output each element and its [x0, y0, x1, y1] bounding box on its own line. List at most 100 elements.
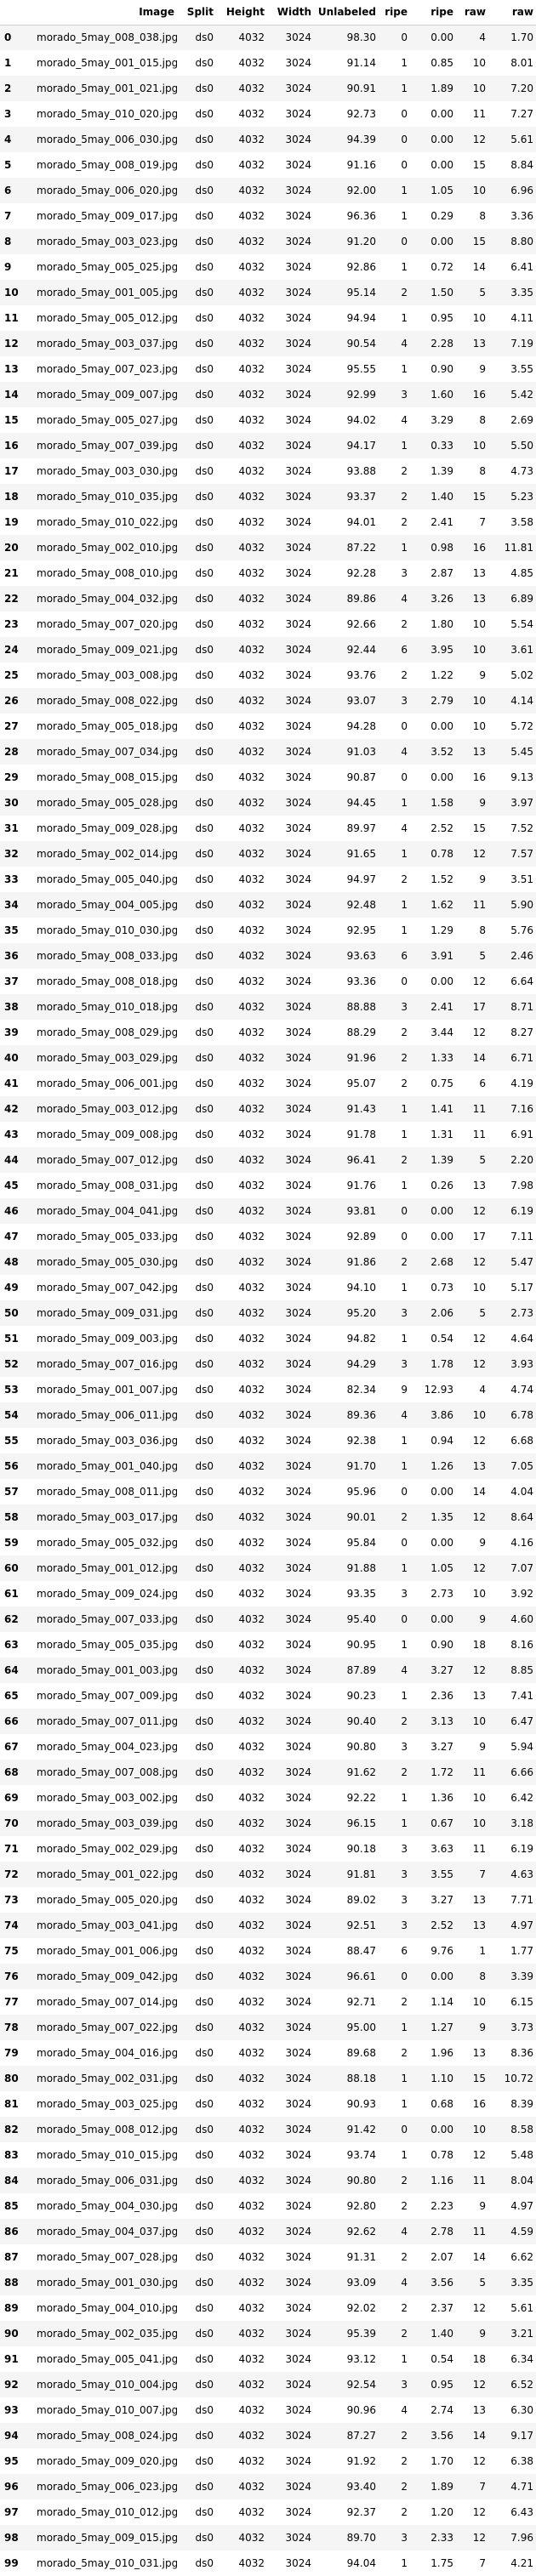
table-row: 40 morado_5may_003_029.jpg ds0 4032 3024 91.9… — [0, 1045, 536, 1071]
raw-count-cell: 14 — [472, 2251, 486, 2263]
unlabeled-cell: 91.31 — [346, 2251, 376, 2263]
unlabeled-cell: 94.97 — [346, 873, 376, 885]
split-cell: ds0 — [195, 1333, 214, 1345]
unlabeled-cell: 91.81 — [346, 1868, 376, 1880]
row-index: 52 — [4, 1358, 19, 1370]
ripe-count-cell: 2 — [401, 1026, 408, 1038]
raw-percent-cell: 5.47 — [510, 1256, 533, 1268]
width-cell: 3024 — [285, 31, 311, 44]
raw-percent-cell: 5.23 — [510, 491, 533, 503]
raw-count-cell: 11 — [472, 1843, 486, 1855]
raw-count-cell: 12 — [472, 2302, 486, 2314]
ripe-percent-cell: 0.00 — [431, 975, 453, 987]
height-cell: 4032 — [238, 1307, 265, 1319]
unlabeled-cell: 95.14 — [346, 287, 376, 299]
height-cell: 4032 — [238, 1511, 265, 1523]
ripe-percent-cell: 0.78 — [431, 848, 453, 860]
row-index: 37 — [4, 975, 19, 987]
table-row: 54 morado_5may_006_011.jpg ds0 4032 3024 89.3… — [0, 1402, 536, 1428]
unlabeled-cell: 92.62 — [346, 2226, 376, 2238]
height-header: Height — [216, 0, 267, 26]
raw-count-cell: 12 — [472, 2532, 486, 2544]
split-cell: ds0 — [195, 491, 214, 503]
image-cell: morado_5may_007_009.jpg — [37, 1690, 177, 1702]
raw-percent-cell: 3.36 — [510, 210, 533, 222]
split-cell: ds0 — [195, 2022, 214, 2033]
raw-percent-cell: 7.96 — [510, 2532, 533, 2544]
raw-count-cell: 9 — [479, 2200, 486, 2212]
image-cell: morado_5may_001_040.jpg — [37, 1460, 177, 1472]
raw-count-cell: 18 — [472, 2353, 486, 2365]
unlabeled-cell: 91.88 — [346, 1562, 376, 1574]
height-cell: 4032 — [238, 1001, 265, 1013]
width-cell: 3024 — [285, 1613, 311, 1625]
height-cell: 4032 — [238, 1945, 265, 1957]
raw-percent-cell: 5.61 — [510, 134, 533, 145]
image-cell: morado_5may_006_020.jpg — [37, 185, 177, 196]
ripe-percent-cell: 3.56 — [431, 2277, 453, 2289]
unlabeled-cell: 89.36 — [346, 1409, 376, 1421]
raw-percent-cell: 2.69 — [510, 414, 533, 426]
height-cell: 4032 — [238, 440, 265, 452]
image-cell: morado_5may_008_022.jpg — [37, 695, 177, 707]
image-cell: morado_5may_002_010.jpg — [37, 542, 177, 554]
raw-percent-cell: 10.72 — [504, 2073, 533, 2084]
image-cell: morado_5may_005_040.jpg — [37, 873, 177, 885]
row-index: 35 — [4, 924, 19, 936]
width-cell: 3024 — [285, 2022, 311, 2033]
row-index: 0 — [4, 31, 12, 44]
width-cell: 3024 — [285, 1256, 311, 1268]
ripe-count-cell: 4 — [401, 338, 408, 350]
raw-percent-cell: 9.13 — [510, 771, 533, 783]
ripe-percent-cell: 12.93 — [424, 1384, 453, 1396]
image-cell: morado_5may_009_015.jpg — [37, 2532, 177, 2544]
height-cell: 4032 — [238, 1690, 265, 1702]
raw-count-cell: 15 — [472, 491, 486, 503]
ripe-count-cell: 1 — [401, 363, 408, 375]
height-cell: 4032 — [238, 1358, 265, 1370]
width-cell: 3024 — [285, 2277, 311, 2289]
raw-percent-cell: 7.07 — [510, 1562, 533, 1574]
split-cell: ds0 — [195, 287, 214, 299]
width-cell: 3024 — [285, 644, 311, 656]
ripe-percent-cell: 1.26 — [431, 1460, 453, 1472]
ripe-percent-cell: 2.73 — [431, 1588, 453, 1600]
table-row: 0 morado_5may_008_038.jpg ds0 4032 3024 98.30… — [0, 25, 536, 50]
table-row: 41 morado_5may_006_001.jpg ds0 4032 3024 95.0… — [0, 1071, 536, 1096]
split-cell: ds0 — [195, 1078, 214, 1089]
table-row: 73 morado_5may_005_020.jpg ds0 4032 3024 89.0… — [0, 1887, 536, 1913]
row-index: 70 — [4, 1817, 19, 1829]
raw-count-cell: 5 — [479, 287, 486, 299]
split-cell: ds0 — [195, 2149, 214, 2161]
row-index: 33 — [4, 873, 19, 885]
row-index: 77 — [4, 1996, 19, 2008]
table-row: 21 morado_5may_008_010.jpg ds0 4032 3024 92.2… — [0, 560, 536, 586]
width-cell: 3024 — [285, 1715, 311, 1727]
raw-percent-cell: 9.17 — [510, 2430, 533, 2442]
row-index: 72 — [4, 1868, 19, 1880]
height-cell: 4032 — [238, 2251, 265, 2263]
image-cell: morado_5may_005_025.jpg — [37, 261, 177, 273]
width-cell: 3024 — [285, 261, 311, 273]
raw-count-cell: 14 — [472, 1052, 486, 1064]
row-index: 80 — [4, 2073, 19, 2084]
ripe-count-cell: 2 — [401, 2481, 408, 2493]
raw-percent-cell: 4.63 — [510, 1868, 533, 1880]
unlabeled-cell: 90.23 — [346, 1690, 376, 1702]
ripe-percent-cell: 0.67 — [431, 1817, 453, 1829]
unlabeled-cell: 89.70 — [346, 2532, 376, 2544]
height-cell: 4032 — [238, 2124, 265, 2135]
image-cell: morado_5may_007_028.jpg — [37, 2251, 177, 2263]
raw-percent-cell: 7.41 — [510, 1690, 533, 1702]
image-cell: morado_5may_010_035.jpg — [37, 491, 177, 503]
ripe-count-cell: 4 — [401, 593, 408, 605]
height-cell: 4032 — [238, 1384, 265, 1396]
unlabeled-cell: 93.40 — [346, 2481, 376, 2493]
row-index: 68 — [4, 1766, 19, 1778]
image-cell: morado_5may_003_008.jpg — [37, 669, 177, 681]
width-cell: 3024 — [285, 57, 311, 69]
ripe-percent-cell: 1.29 — [431, 924, 453, 936]
image-cell: morado_5may_007_020.jpg — [37, 618, 177, 630]
ripe-percent-cell: 1.14 — [431, 1996, 453, 2008]
table-row: 66 morado_5may_007_011.jpg ds0 4032 3024 90.4… — [0, 1709, 536, 1734]
